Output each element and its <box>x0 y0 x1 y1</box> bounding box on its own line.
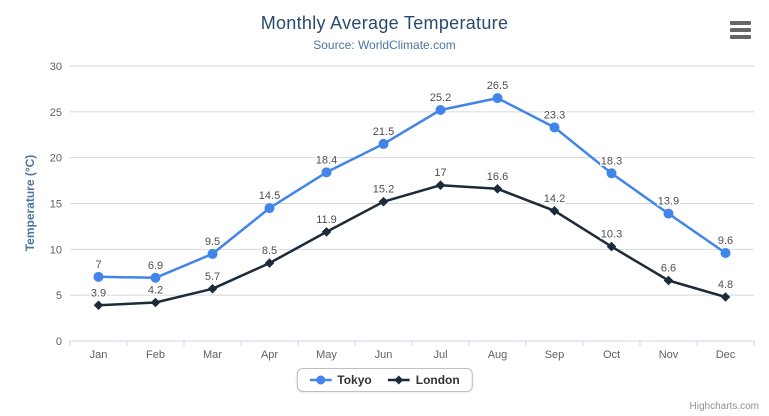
data-label: 5.7 <box>205 271 220 283</box>
marker-london[interactable] <box>264 258 275 268</box>
legend-label: London <box>415 373 460 387</box>
x-axis-label: Dec <box>716 349 736 361</box>
x-axis-label: Aug <box>488 349 508 361</box>
marker-london[interactable] <box>150 297 161 308</box>
x-axis-label: Apr <box>261 349 278 361</box>
marker-london[interactable] <box>549 206 560 216</box>
y-axis-label: 15 <box>50 199 62 211</box>
hamburger-icon <box>730 35 751 39</box>
x-axis-label: May <box>316 349 337 361</box>
x-axis-label: Jan <box>90 349 108 361</box>
x-axis-label: Sep <box>545 349 565 361</box>
data-label: 8.5 <box>262 245 277 257</box>
x-axis-label: Jul <box>433 349 447 361</box>
marker-london[interactable] <box>492 184 503 194</box>
marker-tokyo[interactable] <box>207 248 218 259</box>
legend: Tokyo London <box>296 368 473 392</box>
legend-label: Tokyo <box>337 373 372 387</box>
legend-item-tokyo[interactable]: Tokyo <box>309 373 372 387</box>
marker-tokyo[interactable] <box>378 138 389 149</box>
data-label: 11.9 <box>316 214 337 226</box>
data-label: 4.8 <box>718 279 733 291</box>
y-axis-label: 5 <box>56 290 62 302</box>
data-label: 4.2 <box>148 285 163 297</box>
marker-tokyo[interactable] <box>321 167 332 178</box>
export-menu-button[interactable] <box>730 19 752 41</box>
data-label: 26.5 <box>487 80 508 92</box>
x-axis-label: Feb <box>146 349 165 361</box>
marker-tokyo[interactable] <box>606 168 617 179</box>
marker-london[interactable] <box>207 283 218 294</box>
hamburger-icon <box>730 28 751 32</box>
data-label: 16.6 <box>487 171 508 183</box>
marker-london[interactable] <box>435 180 446 190</box>
marker-tokyo[interactable] <box>264 203 275 214</box>
data-label: 18.4 <box>316 154 337 166</box>
series-line-tokyo <box>97 96 727 280</box>
london-series-marker-icon <box>387 375 410 385</box>
data-label: 6.9 <box>148 260 163 272</box>
x-axis-label: Mar <box>203 349 222 361</box>
chart-subtitle: Source: WorldClimate.com <box>313 38 456 52</box>
hamburger-icon <box>730 21 751 25</box>
data-label: 14.2 <box>544 193 565 205</box>
chart-title: Monthly Average Temperature <box>260 13 509 33</box>
marker-london[interactable] <box>378 196 389 207</box>
marker-london[interactable] <box>606 241 617 252</box>
data-label: 9.5 <box>205 236 220 248</box>
marker-tokyo[interactable] <box>549 122 560 133</box>
marker-tokyo[interactable] <box>492 93 503 104</box>
marker-tokyo[interactable] <box>93 271 104 282</box>
marker-london[interactable] <box>663 275 674 286</box>
data-label: 18.3 <box>601 155 622 167</box>
data-label: 10.3 <box>601 229 622 241</box>
marker-tokyo[interactable] <box>663 208 674 219</box>
y-axis-label: 20 <box>50 153 62 165</box>
x-axis-label: Oct <box>603 349 620 361</box>
data-label: 3.9 <box>91 287 106 299</box>
data-label: 21.5 <box>373 126 394 138</box>
marker-tokyo[interactable] <box>435 105 446 115</box>
marker-london[interactable] <box>321 227 332 237</box>
marker-london[interactable] <box>93 300 104 311</box>
data-label: 6.6 <box>661 263 676 275</box>
y-axis-label: 10 <box>50 244 62 256</box>
x-axis-label: Jun <box>375 349 393 361</box>
data-label: 25.2 <box>430 92 451 104</box>
tokyo-series-marker-icon <box>309 375 332 385</box>
data-label: 23.3 <box>544 109 565 121</box>
marker-london[interactable] <box>720 292 731 302</box>
data-label: 14.5 <box>259 190 280 202</box>
data-label: 7 <box>95 259 101 271</box>
marker-tokyo[interactable] <box>150 272 161 283</box>
legend-item-london[interactable]: London <box>387 373 460 387</box>
x-axis-label: Nov <box>659 349 679 361</box>
y-axis-label: 0 <box>56 336 62 348</box>
y-axis-label: 25 <box>50 107 62 119</box>
y-axis-label: 30 <box>50 61 62 73</box>
data-label: 15.2 <box>373 184 394 196</box>
series-line-london <box>97 183 727 307</box>
data-label: 13.9 <box>658 196 679 208</box>
data-label: 9.6 <box>718 235 733 247</box>
data-label: 17 <box>434 167 446 179</box>
credits-link[interactable]: Highcharts.com <box>689 401 759 412</box>
marker-tokyo[interactable] <box>720 248 731 258</box>
